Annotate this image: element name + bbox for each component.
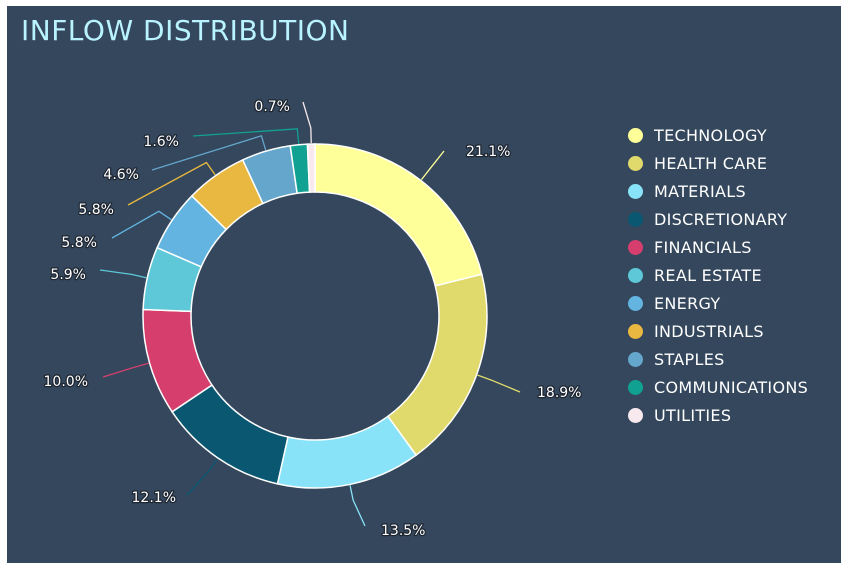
data-label-communications: 1.6% bbox=[143, 134, 179, 150]
slice-materials[interactable] bbox=[276, 415, 418, 489]
leader-line-industrials bbox=[127, 161, 216, 206]
data-label-discretionary: 12.1% bbox=[132, 490, 176, 506]
leader-line-real-estate bbox=[99, 269, 147, 279]
donut-slices bbox=[142, 143, 488, 489]
leader-line-energy bbox=[111, 210, 172, 239]
leader-line-staples bbox=[151, 134, 267, 171]
legend-label: COMMUNICATIONS bbox=[654, 377, 809, 397]
legend-marker-icon bbox=[628, 407, 643, 423]
leader-line-financials bbox=[102, 362, 149, 378]
data-label-real-estate: 5.9% bbox=[50, 267, 86, 283]
data-label-energy: 5.8% bbox=[61, 235, 97, 251]
legend-item-energy[interactable]: ENERGY bbox=[628, 289, 808, 317]
legend-marker-icon bbox=[628, 127, 643, 143]
legend-marker-icon bbox=[628, 379, 643, 395]
legend-item-industrials[interactable]: INDUSTRIALS bbox=[628, 317, 808, 345]
legend-marker-icon bbox=[628, 211, 643, 227]
legend-label: REAL ESTATE bbox=[654, 265, 762, 285]
legend-marker-icon bbox=[628, 239, 643, 255]
legend-item-communications[interactable]: COMMUNICATIONS bbox=[628, 373, 808, 401]
legend-item-financials[interactable]: FINANCIALS bbox=[628, 233, 808, 261]
legend-item-real-estate[interactable]: REAL ESTATE bbox=[628, 261, 808, 289]
legend-label: TECHNOLOGY bbox=[654, 125, 767, 145]
data-label-industrials: 5.8% bbox=[78, 202, 114, 218]
legend-label: MATERIALS bbox=[654, 181, 746, 201]
data-labels: 21.1% 18.9% 13.5% 12.1% 10.0% 5.9% 5.8% 5.8% 4.6… bbox=[42, 98, 582, 541]
leader-line-technology bbox=[420, 150, 445, 181]
legend-label: STAPLES bbox=[654, 349, 725, 369]
legend-label: INDUSTRIALS bbox=[654, 321, 764, 341]
legend-label: UTILITIES bbox=[654, 405, 732, 425]
data-label-technology: 21.1% bbox=[466, 144, 510, 160]
legend-marker-icon bbox=[628, 351, 643, 367]
data-label-health-care: 18.9% bbox=[537, 385, 581, 401]
slice-health-care[interactable] bbox=[386, 273, 488, 457]
legend-item-materials[interactable]: MATERIALS bbox=[628, 177, 808, 205]
legend: TECHNOLOGY HEALTH CARE MATERIALS DISCRETION… bbox=[628, 121, 808, 429]
legend-item-discretionary[interactable]: DISCRETIONARY bbox=[628, 205, 808, 233]
slice-utilities[interactable] bbox=[306, 143, 316, 193]
leader-lines bbox=[99, 101, 521, 527]
data-label-financials: 10.0% bbox=[44, 374, 88, 390]
chart-title: INFLOW DISTRIBUTION bbox=[21, 14, 350, 47]
legend-label: HEALTH CARE bbox=[654, 153, 768, 173]
legend-marker-icon bbox=[628, 267, 643, 283]
legend-label: FINANCIALS bbox=[654, 237, 752, 257]
data-label-materials: 13.5% bbox=[381, 523, 425, 539]
data-label-staples: 4.6% bbox=[103, 167, 139, 183]
legend-label: DISCRETIONARY bbox=[654, 209, 788, 229]
legend-marker-icon bbox=[628, 155, 643, 171]
leader-line-communications bbox=[192, 128, 300, 144]
legend-item-staples[interactable]: STAPLES bbox=[628, 345, 808, 373]
data-label-utilities: 0.7% bbox=[254, 99, 290, 115]
leader-line-materials bbox=[349, 485, 366, 527]
legend-item-technology[interactable]: TECHNOLOGY bbox=[628, 121, 808, 149]
legend-item-health-care[interactable]: HEALTH CARE bbox=[628, 149, 808, 177]
legend-label: ENERGY bbox=[654, 293, 721, 313]
legend-marker-icon bbox=[628, 183, 643, 199]
leader-line-utilities bbox=[302, 101, 312, 144]
legend-marker-icon bbox=[628, 323, 643, 339]
legend-item-utilities[interactable]: UTILITIES bbox=[628, 401, 808, 429]
legend-marker-icon bbox=[628, 295, 643, 311]
leader-line-health-care bbox=[477, 374, 521, 393]
slice-technology[interactable] bbox=[314, 143, 483, 287]
leader-line-discretionary bbox=[186, 458, 218, 496]
